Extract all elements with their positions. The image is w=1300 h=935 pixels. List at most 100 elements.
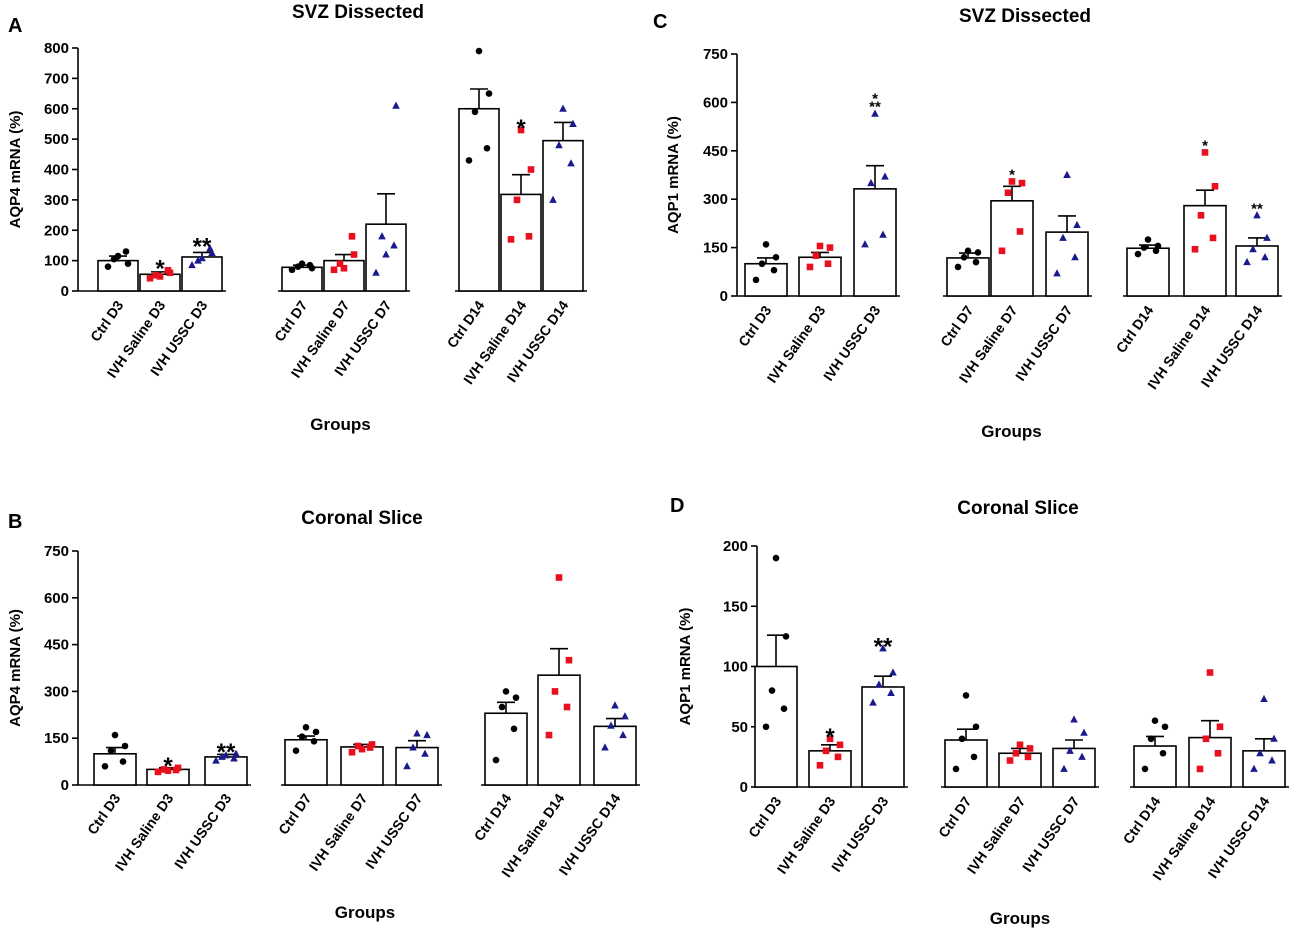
data-point [782,633,790,640]
data-point [889,668,897,676]
data-point [569,119,577,127]
data-point [611,701,619,709]
data-point [390,241,398,249]
data-point [188,260,196,269]
data-point [507,236,515,243]
data-point [1060,764,1068,772]
data-point [998,247,1006,255]
bar [1235,245,1279,297]
data-point [124,260,132,267]
chart-title: Coronal Slice [957,498,1078,519]
data-point [834,753,842,761]
x-category-label: Ctrl D3 [745,793,785,840]
x-category-label: IVH USSC D14 [555,790,623,878]
data-point [1063,170,1071,178]
data-point [567,159,575,167]
data-point [114,252,122,260]
data-point [1161,723,1169,731]
x-category-label: IVH Saline D3 [764,302,829,385]
data-point [378,232,386,240]
x-category-label: IVH USSC D3 [171,790,235,871]
data-point [212,756,220,764]
x-axis-label: Groups [310,415,370,434]
data-point [559,104,567,112]
data-point [1073,220,1081,229]
data-point [826,244,834,251]
bar [284,738,328,786]
data-point [867,178,875,187]
data-point [101,762,109,770]
data-point [498,703,506,711]
data-point [1147,735,1155,743]
data-point [302,723,310,731]
data-point [1004,189,1012,197]
data-point [960,253,968,261]
x-axis-label: Groups [335,903,395,922]
data-point [974,249,982,256]
x-category-label: Ctrl D7 [937,302,977,349]
data-point [525,233,533,240]
data-point [310,738,318,745]
significance-marker: ** [193,233,212,260]
y-tick-label: 750 [44,543,69,560]
x-category-label: Ctrl D3 [735,302,775,349]
y-tick-label: 150 [703,240,728,257]
data-point [836,741,844,749]
data-point [517,126,525,134]
data-point [111,731,119,739]
data-point [1053,269,1061,277]
data-point [871,109,879,117]
data-point [1253,211,1261,219]
data-point [156,273,164,280]
bar [97,259,139,292]
panel-b: B Coronal Slice 0 150 300 450 600 750 AQP4 mRNA … [7,508,640,922]
bar [395,746,439,786]
data-point [475,47,483,55]
y-tick-label: 200 [723,538,748,555]
bar [537,674,581,786]
data-point [826,735,834,743]
data-point [1008,178,1016,185]
significance-marker: ** [217,739,236,766]
data-point [1140,244,1148,251]
data-point [1256,749,1264,757]
x-category-label: IVH USSC D3 [828,793,892,874]
data-point [806,263,814,271]
significance-marker: * [516,115,526,142]
data-point [336,260,344,267]
y-tick-label: 0 [61,283,69,300]
data-point [409,743,417,751]
bar [990,200,1034,297]
bar [1133,745,1177,788]
data-point [146,274,154,282]
data-point [513,196,521,204]
data-point [160,766,168,773]
data-point [962,692,970,699]
data-point [330,266,338,274]
x-category-label: Ctrl D14 [1113,302,1157,355]
data-point [758,260,766,268]
data-point [413,729,421,737]
data-point [368,741,376,748]
data-point [881,172,889,180]
data-point [958,735,966,743]
data-point [952,765,960,773]
data-point [619,730,627,739]
bar [542,139,584,292]
x-category-label: Ctrl D14 [1120,793,1164,846]
y-tick-label: 0 [61,777,69,794]
significance-marker: * [163,753,173,780]
data-point [152,271,160,279]
data-point [121,742,129,750]
bar [281,266,323,292]
data-point [772,253,780,261]
data-point [1209,234,1217,242]
data-point [312,728,320,736]
data-point [423,730,431,739]
data-point [780,705,788,712]
y-axis-label: AQP1 mRNA (%) [677,608,694,726]
data-point [1024,753,1032,761]
data-point [1216,723,1224,731]
data-point [198,253,206,262]
